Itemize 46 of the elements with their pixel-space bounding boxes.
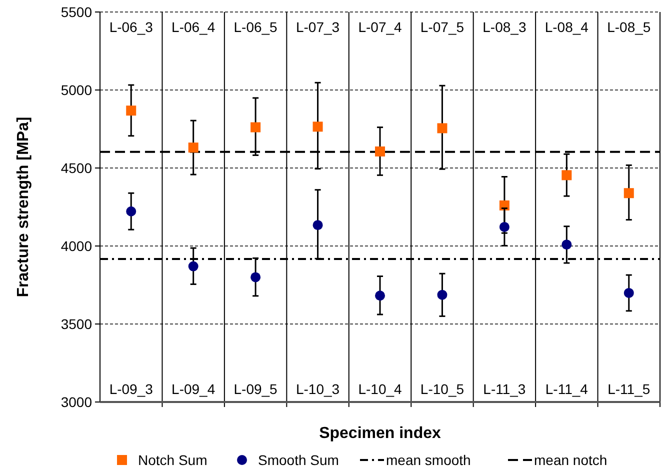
annotation: L-09_3: [109, 381, 154, 397]
y-axis-title: Fracture strength [MPa]: [15, 116, 32, 298]
y-tick-label: 4000: [60, 238, 92, 254]
x-tick-label: L-08_5: [607, 19, 651, 35]
x-tick-label: L-06_5: [234, 19, 278, 35]
point: [312, 220, 323, 230]
x-tick-label: L-07_5: [420, 19, 464, 35]
point: [126, 106, 136, 116]
legend-label: mean smooth: [386, 452, 471, 468]
y-tick-label: 3500: [60, 316, 92, 332]
x-tick-label: L-06_3: [109, 19, 154, 35]
x-axis-title: Specimen index: [319, 425, 442, 442]
x-tick-label: L-08_3: [482, 19, 526, 35]
point: [250, 272, 261, 282]
y-tick-label: 5000: [60, 82, 92, 98]
annotation: L-11_3: [483, 381, 526, 397]
point: [250, 122, 261, 132]
annotation: L-10_5: [420, 381, 464, 397]
y-tick-label: 3000: [60, 394, 92, 410]
point: [624, 288, 634, 298]
point: [562, 240, 572, 250]
annotation: L-09_4: [172, 381, 216, 397]
point: [624, 188, 634, 198]
y-tick-label: 5500: [60, 4, 92, 20]
legend-label: Smooth Sum: [258, 452, 339, 468]
point: [126, 206, 136, 216]
point: [437, 123, 448, 134]
x-tick-label: L-06_4: [172, 19, 216, 35]
x-tick-label: L-07_3: [296, 19, 340, 35]
point: [188, 261, 198, 272]
point: [437, 290, 448, 300]
annotation: L-11_4: [545, 381, 588, 397]
point: [375, 290, 385, 301]
point: [562, 170, 572, 180]
annotation: L-11_5: [608, 381, 650, 397]
annotation: L-10_4: [358, 381, 402, 397]
annotation: L-10_3: [296, 381, 340, 397]
x-tick-label: L-07_4: [358, 19, 402, 35]
legend-label: Notch Sum: [138, 452, 208, 468]
legend-label: mean notch: [534, 452, 608, 468]
point: [312, 122, 323, 132]
x-tick-label: L-08_4: [544, 19, 589, 35]
point: [375, 146, 385, 156]
point: [188, 142, 198, 153]
annotation: L-09_5: [234, 381, 278, 397]
y-tick-label: 4500: [60, 160, 92, 176]
